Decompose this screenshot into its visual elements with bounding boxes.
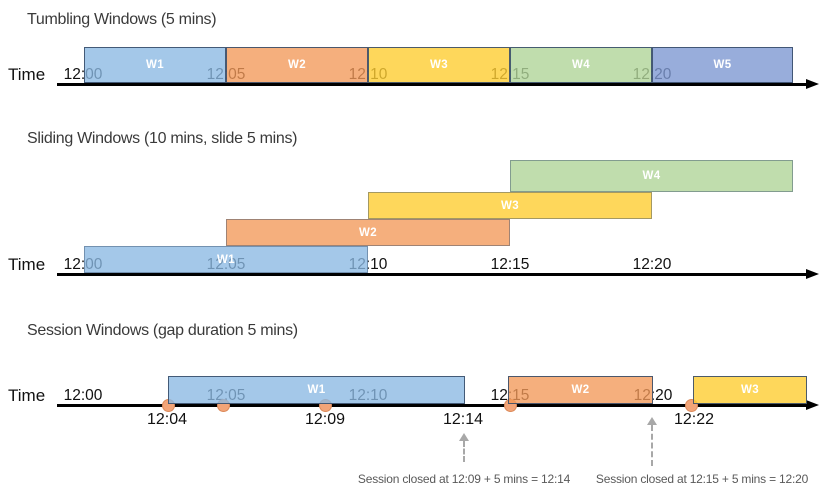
time-axis-label: Time — [8, 255, 46, 274]
window-bar-w1: W1 — [84, 47, 226, 83]
callout-up-arrowhead — [647, 417, 657, 425]
event-time-label: 12:09 — [304, 411, 346, 428]
time-axis-arrowhead — [806, 78, 819, 89]
section-title: Sliding Windows (10 mins, slide 5 mins) — [27, 130, 298, 147]
tick-label: 12:20 — [632, 256, 672, 273]
window-label: W5 — [713, 59, 732, 71]
event-time-label: 12:22 — [673, 411, 715, 428]
window-bar-w1: W1 — [84, 246, 368, 273]
window-label: W2 — [287, 59, 307, 71]
window-bar-w3: W3 — [693, 376, 807, 404]
window-bar-w3: W3 — [368, 47, 510, 83]
window-bar-w2: W2 — [226, 219, 510, 246]
window-label: W4 — [571, 59, 591, 71]
time-axis-arrowhead — [806, 268, 819, 279]
time-axis-line — [57, 273, 807, 276]
window-label: W1 — [145, 59, 165, 71]
window-bar-w2: W2 — [508, 376, 653, 404]
time-axis-arrowhead — [806, 399, 819, 410]
window-label: W1 — [216, 253, 236, 266]
callout-text: Session closed at 12:15 + 5 mins = 12:20 — [595, 472, 809, 486]
time-axis-line — [57, 83, 807, 86]
window-label: W2 — [571, 384, 590, 396]
window-label: W4 — [642, 170, 661, 182]
tick-label: 12:00 — [63, 387, 103, 404]
window-label: W3 — [429, 59, 449, 71]
window-bar-w4: W4 — [510, 160, 793, 192]
section-title: Tumbling Windows (5 mins) — [27, 11, 217, 28]
window-bar-w5: W5 — [652, 47, 793, 83]
callout-dashed-line — [463, 441, 465, 462]
callout-up-arrowhead — [459, 433, 469, 441]
window-label: W2 — [358, 226, 378, 239]
window-bar-w4: W4 — [510, 47, 652, 83]
window-bar-w2: W2 — [226, 47, 368, 83]
window-bar-w1: W1 — [168, 376, 465, 404]
time-axis-label: Time — [8, 386, 46, 405]
tick-label: 12:15 — [490, 256, 530, 273]
window-label: W3 — [500, 199, 520, 212]
time-axis-label: Time — [8, 65, 46, 84]
event-time-label: 12:14 — [442, 411, 484, 428]
callout-dashed-line — [651, 425, 653, 466]
window-label: W3 — [740, 384, 760, 396]
window-bar-w3: W3 — [368, 192, 652, 219]
callout-text: Session closed at 12:09 + 5 mins = 12:14 — [357, 472, 571, 486]
section-title: Session Windows (gap duration 5 mins) — [27, 322, 298, 339]
event-time-label: 12:04 — [146, 411, 188, 428]
window-label: W1 — [307, 384, 326, 396]
time-axis-line — [57, 404, 807, 407]
